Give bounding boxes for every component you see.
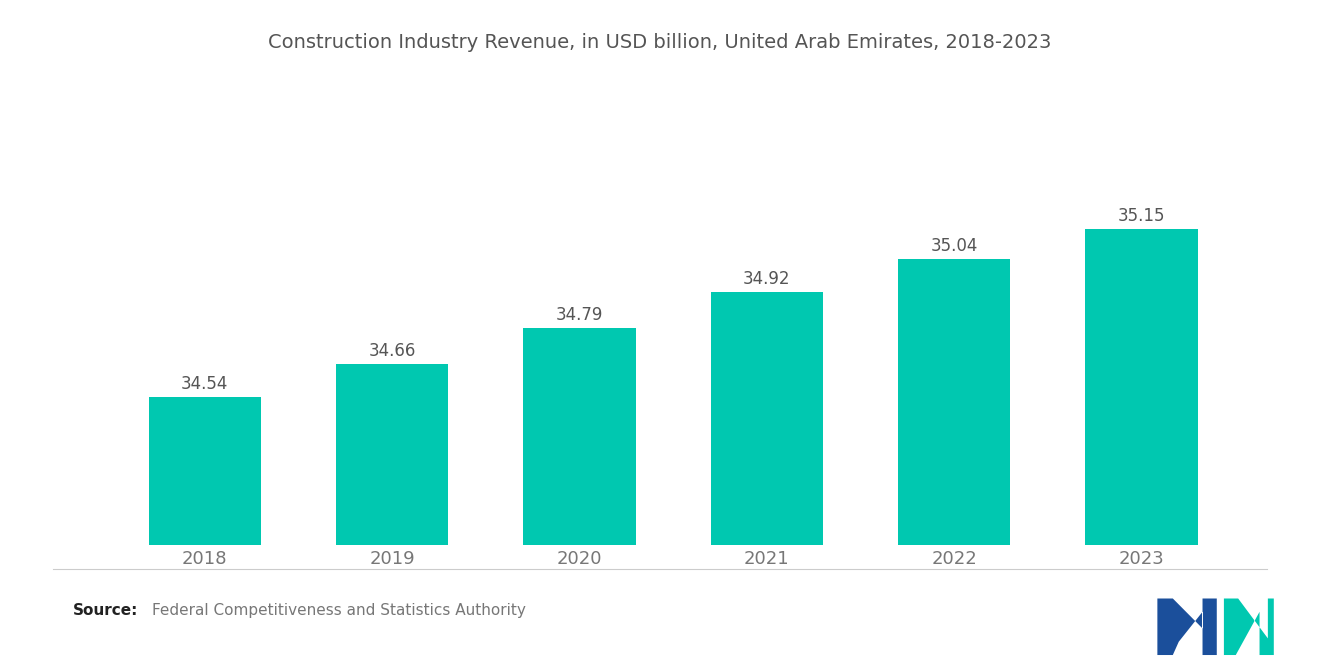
Text: 34.79: 34.79	[556, 306, 603, 324]
Text: 35.04: 35.04	[931, 237, 978, 255]
Text: Construction Industry Revenue, in USD billion, United Arab Emirates, 2018-2023: Construction Industry Revenue, in USD bi…	[268, 33, 1052, 53]
Text: 34.92: 34.92	[743, 270, 791, 289]
Bar	[1085, 229, 1197, 545]
Bar	[337, 364, 449, 545]
Text: 34.54: 34.54	[181, 375, 228, 393]
Text: 34.66: 34.66	[368, 342, 416, 360]
Polygon shape	[1224, 598, 1274, 655]
Polygon shape	[1158, 598, 1217, 655]
Text: Federal Competitiveness and Statistics Authority: Federal Competitiveness and Statistics A…	[152, 603, 525, 618]
Text: Source:: Source:	[73, 603, 139, 618]
Text: 35.15: 35.15	[1118, 207, 1166, 225]
Bar	[149, 397, 261, 545]
Bar	[710, 293, 824, 545]
Bar	[523, 328, 636, 545]
Bar	[898, 259, 1010, 545]
